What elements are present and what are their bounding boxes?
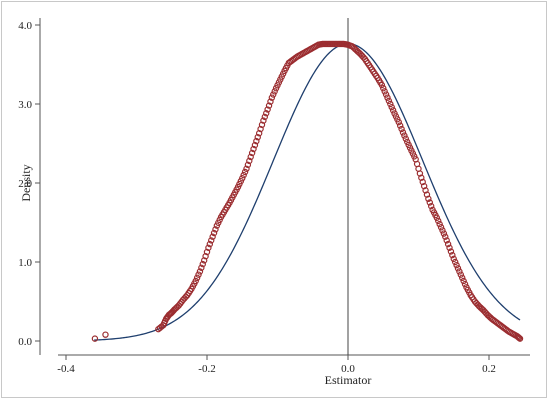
data-point	[254, 133, 261, 141]
data-point	[208, 237, 215, 244]
data-points	[91, 40, 524, 342]
data-point	[206, 240, 214, 248]
data-point	[433, 214, 441, 221]
data-point	[447, 248, 455, 255]
data-point	[193, 274, 201, 281]
data-point	[253, 137, 260, 145]
data-point	[247, 153, 254, 161]
data-point	[248, 149, 256, 157]
y-tick-label: 4.0	[18, 20, 32, 32]
data-point	[388, 103, 395, 111]
data-point	[267, 98, 274, 105]
data-point	[437, 224, 445, 231]
data-point	[205, 244, 212, 251]
data-point	[210, 229, 218, 237]
data-point	[261, 113, 269, 121]
data-point	[460, 277, 467, 285]
data-point	[515, 334, 523, 342]
data-point	[443, 237, 450, 244]
data-point	[440, 230, 448, 237]
data-point	[271, 88, 278, 95]
data-point	[426, 199, 433, 206]
data-point	[250, 145, 257, 153]
data-point	[449, 251, 456, 259]
data-point	[378, 81, 386, 89]
y-tick-label: 3.0	[18, 99, 32, 111]
data-point	[396, 122, 404, 129]
data-point	[384, 94, 391, 101]
data-point	[102, 331, 109, 338]
data-point	[243, 165, 250, 172]
axes	[35, 18, 530, 360]
data-point	[196, 268, 204, 275]
data-point	[244, 161, 252, 169]
data-point	[91, 335, 99, 342]
data-point	[435, 217, 442, 225]
data-point	[450, 255, 457, 263]
data-point	[461, 280, 469, 288]
y-tick-label: 2.0	[18, 178, 32, 190]
data-point	[264, 106, 271, 113]
data-point	[268, 94, 276, 101]
data-point	[442, 233, 449, 240]
data-point	[195, 271, 202, 278]
tick-labels: 0.0 1.0 2.0 3.0 4.0 -0.4 -0.2 0.0 0.2	[18, 20, 496, 375]
data-point	[427, 202, 435, 210]
data-point	[251, 141, 259, 149]
data-point	[459, 274, 466, 281]
data-point	[439, 227, 446, 234]
normal-curve	[94, 43, 521, 341]
data-point	[436, 220, 443, 228]
y-tick-label: 1.0	[18, 257, 32, 269]
data-point	[444, 240, 452, 248]
data-point	[399, 129, 407, 136]
data-point	[381, 88, 388, 95]
data-point	[263, 110, 270, 117]
data-point	[240, 171, 247, 179]
data-point	[198, 264, 205, 271]
data-point	[425, 195, 432, 202]
data-point	[246, 157, 253, 165]
data-point	[387, 100, 394, 108]
data-point	[446, 244, 453, 251]
data-point	[209, 233, 216, 240]
x-tick-label: 0.0	[341, 363, 355, 375]
data-point	[402, 135, 410, 142]
data-point	[380, 84, 387, 92]
x-tick-label: -0.2	[198, 363, 215, 375]
data-point	[516, 335, 524, 342]
x-axis-title: Estimator	[325, 373, 372, 387]
data-point	[456, 268, 463, 275]
data-point	[260, 117, 267, 124]
x-tick-label: -0.4	[57, 363, 75, 375]
data-point	[382, 91, 390, 98]
data-point	[401, 132, 408, 139]
data-point	[385, 97, 393, 105]
data-point	[265, 102, 273, 109]
data-point	[270, 91, 277, 98]
data-point	[212, 226, 219, 233]
data-point	[395, 118, 402, 126]
data-point	[453, 261, 460, 269]
data-point	[451, 258, 459, 266]
data-point	[398, 125, 405, 133]
data-point	[239, 175, 246, 182]
data-point	[389, 107, 397, 114]
data-point	[454, 265, 462, 272]
data-point	[192, 277, 199, 285]
normal-density-line	[94, 43, 521, 341]
data-point	[241, 168, 249, 176]
data-point	[199, 260, 206, 268]
data-point	[457, 271, 464, 278]
y-axis-title: Density	[19, 164, 33, 201]
y-tick-label: 0.0	[18, 336, 32, 348]
x-tick-label: 0.2	[482, 363, 496, 375]
